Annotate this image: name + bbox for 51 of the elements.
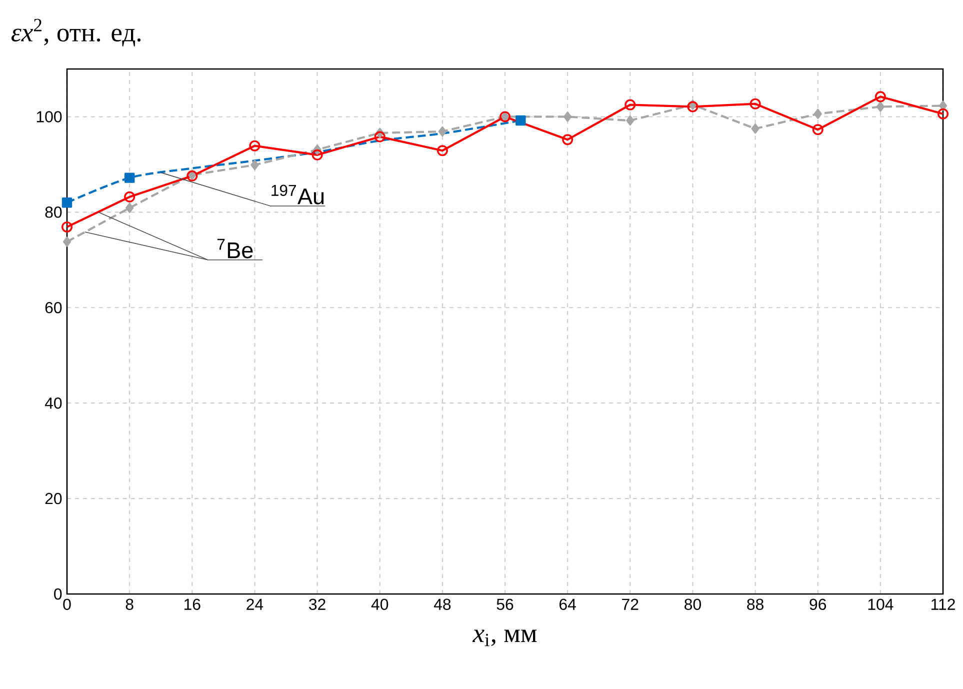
point [62, 198, 72, 208]
x-tick-label: 48 [434, 598, 451, 610]
point [814, 108, 822, 119]
x-tick-label: 16 [184, 598, 200, 610]
x-tick-label: 32 [309, 598, 326, 610]
y-tick-label: 20 [45, 492, 62, 504]
y-tick-label: 40 [44, 397, 62, 409]
point [124, 172, 135, 183]
point [938, 100, 948, 111]
x-tick-label: 112 [932, 598, 955, 610]
x-tick-label: 8 [126, 598, 134, 610]
point [751, 124, 760, 134]
y-tick-label: 60 [45, 302, 62, 314]
annotation: $^{197}$Au [272, 184, 324, 204]
point [750, 98, 761, 110]
y-tick-label: 80 [45, 206, 62, 218]
x-axis-title: x$_{i}$, мм [472, 630, 537, 646]
x-tick-label: 56 [496, 598, 514, 610]
point [249, 140, 260, 152]
x-tick-label: 80 [684, 598, 701, 610]
point [564, 112, 572, 122]
y-tick-label: 100 [36, 111, 62, 122]
point [312, 149, 323, 160]
point [687, 101, 698, 112]
annotation: $^{7}$Be [217, 238, 253, 258]
point [624, 99, 636, 110]
point [812, 124, 824, 136]
x-tick-label: 88 [747, 598, 764, 610]
point [516, 115, 526, 126]
x-tick-label: 96 [810, 598, 826, 610]
x-tick-label: 0 [63, 598, 71, 610]
point [876, 102, 884, 112]
point [374, 131, 386, 142]
x-tick-label: 24 [246, 598, 264, 610]
point [562, 134, 574, 146]
point [436, 145, 448, 156]
x-tick-label: 40 [371, 598, 388, 610]
point [874, 91, 886, 102]
point [62, 236, 72, 247]
x-tick-label: 104 [868, 598, 894, 610]
y-tick-label: 0 [54, 588, 62, 600]
point [126, 202, 134, 213]
point [626, 115, 634, 126]
point [438, 126, 446, 137]
point [938, 108, 949, 120]
y-axis-title: εx$^{2}$, отн. ед. [11, 18, 141, 46]
x-tick-label: 72 [622, 598, 638, 610]
point [61, 221, 73, 232]
x-tick-label: 64 [560, 598, 576, 610]
point [250, 160, 259, 170]
point [124, 191, 136, 202]
